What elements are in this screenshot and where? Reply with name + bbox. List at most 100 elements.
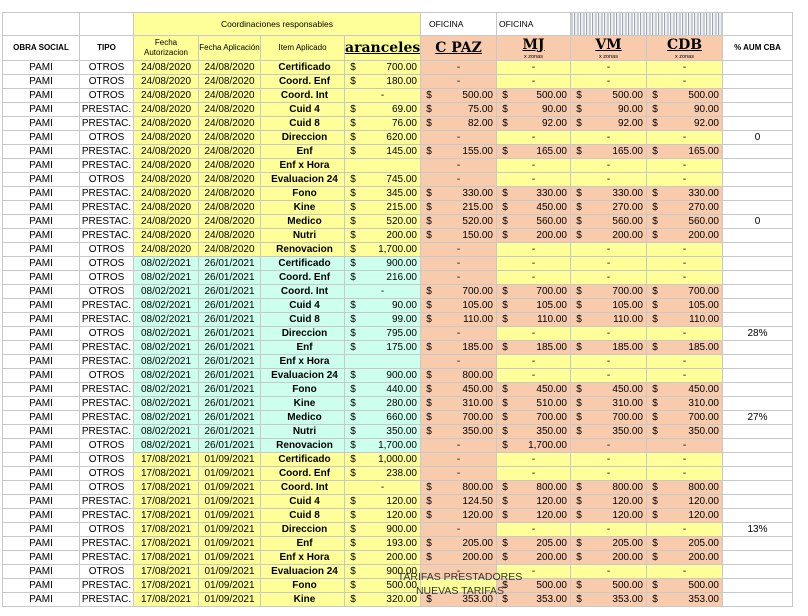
obra-social-cell[interactable]: PAMI [2, 522, 80, 537]
fecha-autorizacion-cell[interactable]: 24/08/2020 [133, 130, 199, 145]
arancel-cell[interactable]: $175.00 [344, 340, 421, 355]
obra-social-cell[interactable]: PAMI [2, 340, 80, 355]
tipo-cell[interactable]: OTROS [79, 326, 134, 341]
cpaz-cell[interactable]: - [420, 158, 497, 173]
vm-cell[interactable]: $700.00 [570, 284, 647, 299]
fecha-autorizacion-cell[interactable]: 24/08/2020 [133, 242, 199, 257]
obra-social-cell[interactable]: PAMI [2, 466, 80, 481]
cdb-cell[interactable]: $350.00 [646, 424, 723, 439]
cdb-cell[interactable]: $92.00 [646, 116, 723, 131]
obra-social-cell[interactable]: PAMI [2, 172, 80, 187]
item-aplicado-cell[interactable]: Coord. Int [260, 284, 345, 299]
fecha-autorizacion-cell[interactable]: 08/02/2021 [133, 368, 199, 383]
col-header-cpaz[interactable]: C PAZ [420, 35, 497, 61]
fecha-autorizacion-cell[interactable]: 24/08/2020 [133, 186, 199, 201]
cdb-cell[interactable]: - [646, 242, 723, 257]
item-aplicado-cell[interactable]: Medico [260, 214, 345, 229]
arancel-cell[interactable]: - [344, 284, 421, 299]
fecha-aplicacion-cell[interactable]: 01/09/2021 [198, 452, 261, 467]
cdb-cell[interactable]: $110.00 [646, 312, 723, 327]
obra-social-cell[interactable]: PAMI [2, 284, 80, 299]
aum-cba-cell[interactable] [722, 186, 793, 201]
mj-cell[interactable]: $330.00 [496, 186, 571, 201]
mj-cell[interactable]: $120.00 [496, 494, 571, 509]
mj-cell[interactable]: $450.00 [496, 382, 571, 397]
arancel-cell[interactable]: $280.00 [344, 396, 421, 411]
cdb-cell[interactable]: - [646, 130, 723, 145]
vm-cell[interactable]: $353.00 [570, 592, 647, 607]
vm-cell[interactable]: $450.00 [570, 382, 647, 397]
vm-cell[interactable]: $560.00 [570, 214, 647, 229]
aum-cba-cell[interactable]: 13% [722, 522, 793, 537]
mj-cell[interactable]: - [496, 368, 571, 383]
obra-social-cell[interactable]: PAMI [2, 158, 80, 173]
item-aplicado-cell[interactable]: Coord. Enf [260, 466, 345, 481]
item-aplicado-cell[interactable]: Enf [260, 144, 345, 159]
tipo-cell[interactable]: OTROS [79, 466, 134, 481]
col-header-aum-cba[interactable]: % AUM CBA [722, 35, 793, 61]
aum-cba-cell[interactable] [722, 480, 793, 495]
item-aplicado-cell[interactable]: Enf x Hora [260, 550, 345, 565]
cpaz-cell[interactable]: - [420, 452, 497, 467]
cpaz-cell[interactable]: - [420, 130, 497, 145]
tipo-cell[interactable]: PRESTAC. [79, 298, 134, 313]
cdb-cell[interactable]: $120.00 [646, 508, 723, 523]
vm-cell[interactable]: - [570, 172, 647, 187]
obra-social-cell[interactable]: PAMI [2, 326, 80, 341]
fecha-aplicacion-cell[interactable]: 24/08/2020 [198, 214, 261, 229]
cpaz-cell[interactable]: $120.00 [420, 508, 497, 523]
cdb-cell[interactable]: - [646, 368, 723, 383]
cdb-cell[interactable]: - [646, 172, 723, 187]
fecha-autorizacion-cell[interactable]: 24/08/2020 [133, 102, 199, 117]
tipo-cell[interactable]: OTROS [79, 438, 134, 453]
cpaz-cell[interactable]: $110.00 [420, 312, 497, 327]
mj-cell[interactable]: $350.00 [496, 424, 571, 439]
vm-cell[interactable]: - [570, 270, 647, 285]
fecha-aplicacion-cell[interactable]: 01/09/2021 [198, 592, 261, 607]
obra-social-cell[interactable]: PAMI [2, 270, 80, 285]
vm-cell[interactable]: $92.00 [570, 116, 647, 131]
arancel-cell[interactable] [344, 354, 421, 369]
fecha-aplicacion-cell[interactable]: 24/08/2020 [198, 74, 261, 89]
item-aplicado-cell[interactable]: Nutri [260, 424, 345, 439]
aum-cba-cell[interactable] [722, 200, 793, 215]
obra-social-cell[interactable]: PAMI [2, 480, 80, 495]
mj-cell[interactable]: - [496, 74, 571, 89]
fecha-autorizacion-cell[interactable]: 08/02/2021 [133, 424, 199, 439]
fecha-aplicacion-cell[interactable]: 24/08/2020 [198, 144, 261, 159]
fecha-autorizacion-cell[interactable]: 08/02/2021 [133, 298, 199, 313]
fecha-aplicacion-cell[interactable]: 01/09/2021 [198, 550, 261, 565]
arancel-cell[interactable]: $200.00 [344, 550, 421, 565]
vm-cell[interactable]: - [570, 522, 647, 537]
mj-cell[interactable]: - [496, 270, 571, 285]
aum-cba-cell[interactable]: 0 [722, 214, 793, 229]
arancel-cell[interactable]: $350.00 [344, 424, 421, 439]
fecha-aplicacion-cell[interactable]: 26/01/2021 [198, 354, 261, 369]
item-aplicado-cell[interactable]: Enf [260, 340, 345, 355]
cpaz-cell[interactable]: $105.00 [420, 298, 497, 313]
fecha-aplicacion-cell[interactable]: 26/01/2021 [198, 312, 261, 327]
cdb-cell[interactable]: - [646, 74, 723, 89]
fecha-aplicacion-cell[interactable]: 24/08/2020 [198, 200, 261, 215]
fecha-autorizacion-cell[interactable]: 17/08/2021 [133, 592, 199, 607]
arancel-cell[interactable]: $180.00 [344, 74, 421, 89]
vm-cell[interactable]: - [570, 564, 647, 579]
tipo-cell[interactable]: OTROS [79, 270, 134, 285]
obra-social-cell[interactable]: PAMI [2, 564, 80, 579]
obra-social-cell[interactable]: PAMI [2, 354, 80, 369]
fecha-autorizacion-cell[interactable]: 17/08/2021 [133, 480, 199, 495]
obra-social-cell[interactable]: PAMI [2, 256, 80, 271]
vm-cell[interactable]: - [570, 326, 647, 341]
mj-cell[interactable]: $560.00 [496, 214, 571, 229]
obra-social-cell[interactable]: PAMI [2, 410, 80, 425]
arancel-cell[interactable]: $345.00 [344, 186, 421, 201]
obra-social-cell[interactable]: PAMI [2, 242, 80, 257]
cdb-cell[interactable]: $700.00 [646, 284, 723, 299]
col-header-obra-social[interactable]: OBRA SOCIAL [2, 35, 80, 61]
arancel-cell[interactable]: $69.00 [344, 102, 421, 117]
mj-cell[interactable]: - [496, 452, 571, 467]
cpaz-cell[interactable]: $330.00 [420, 186, 497, 201]
fecha-aplicacion-cell[interactable]: 26/01/2021 [198, 340, 261, 355]
obra-social-cell[interactable]: PAMI [2, 214, 80, 229]
item-aplicado-cell[interactable]: Enf x Hora [260, 158, 345, 173]
